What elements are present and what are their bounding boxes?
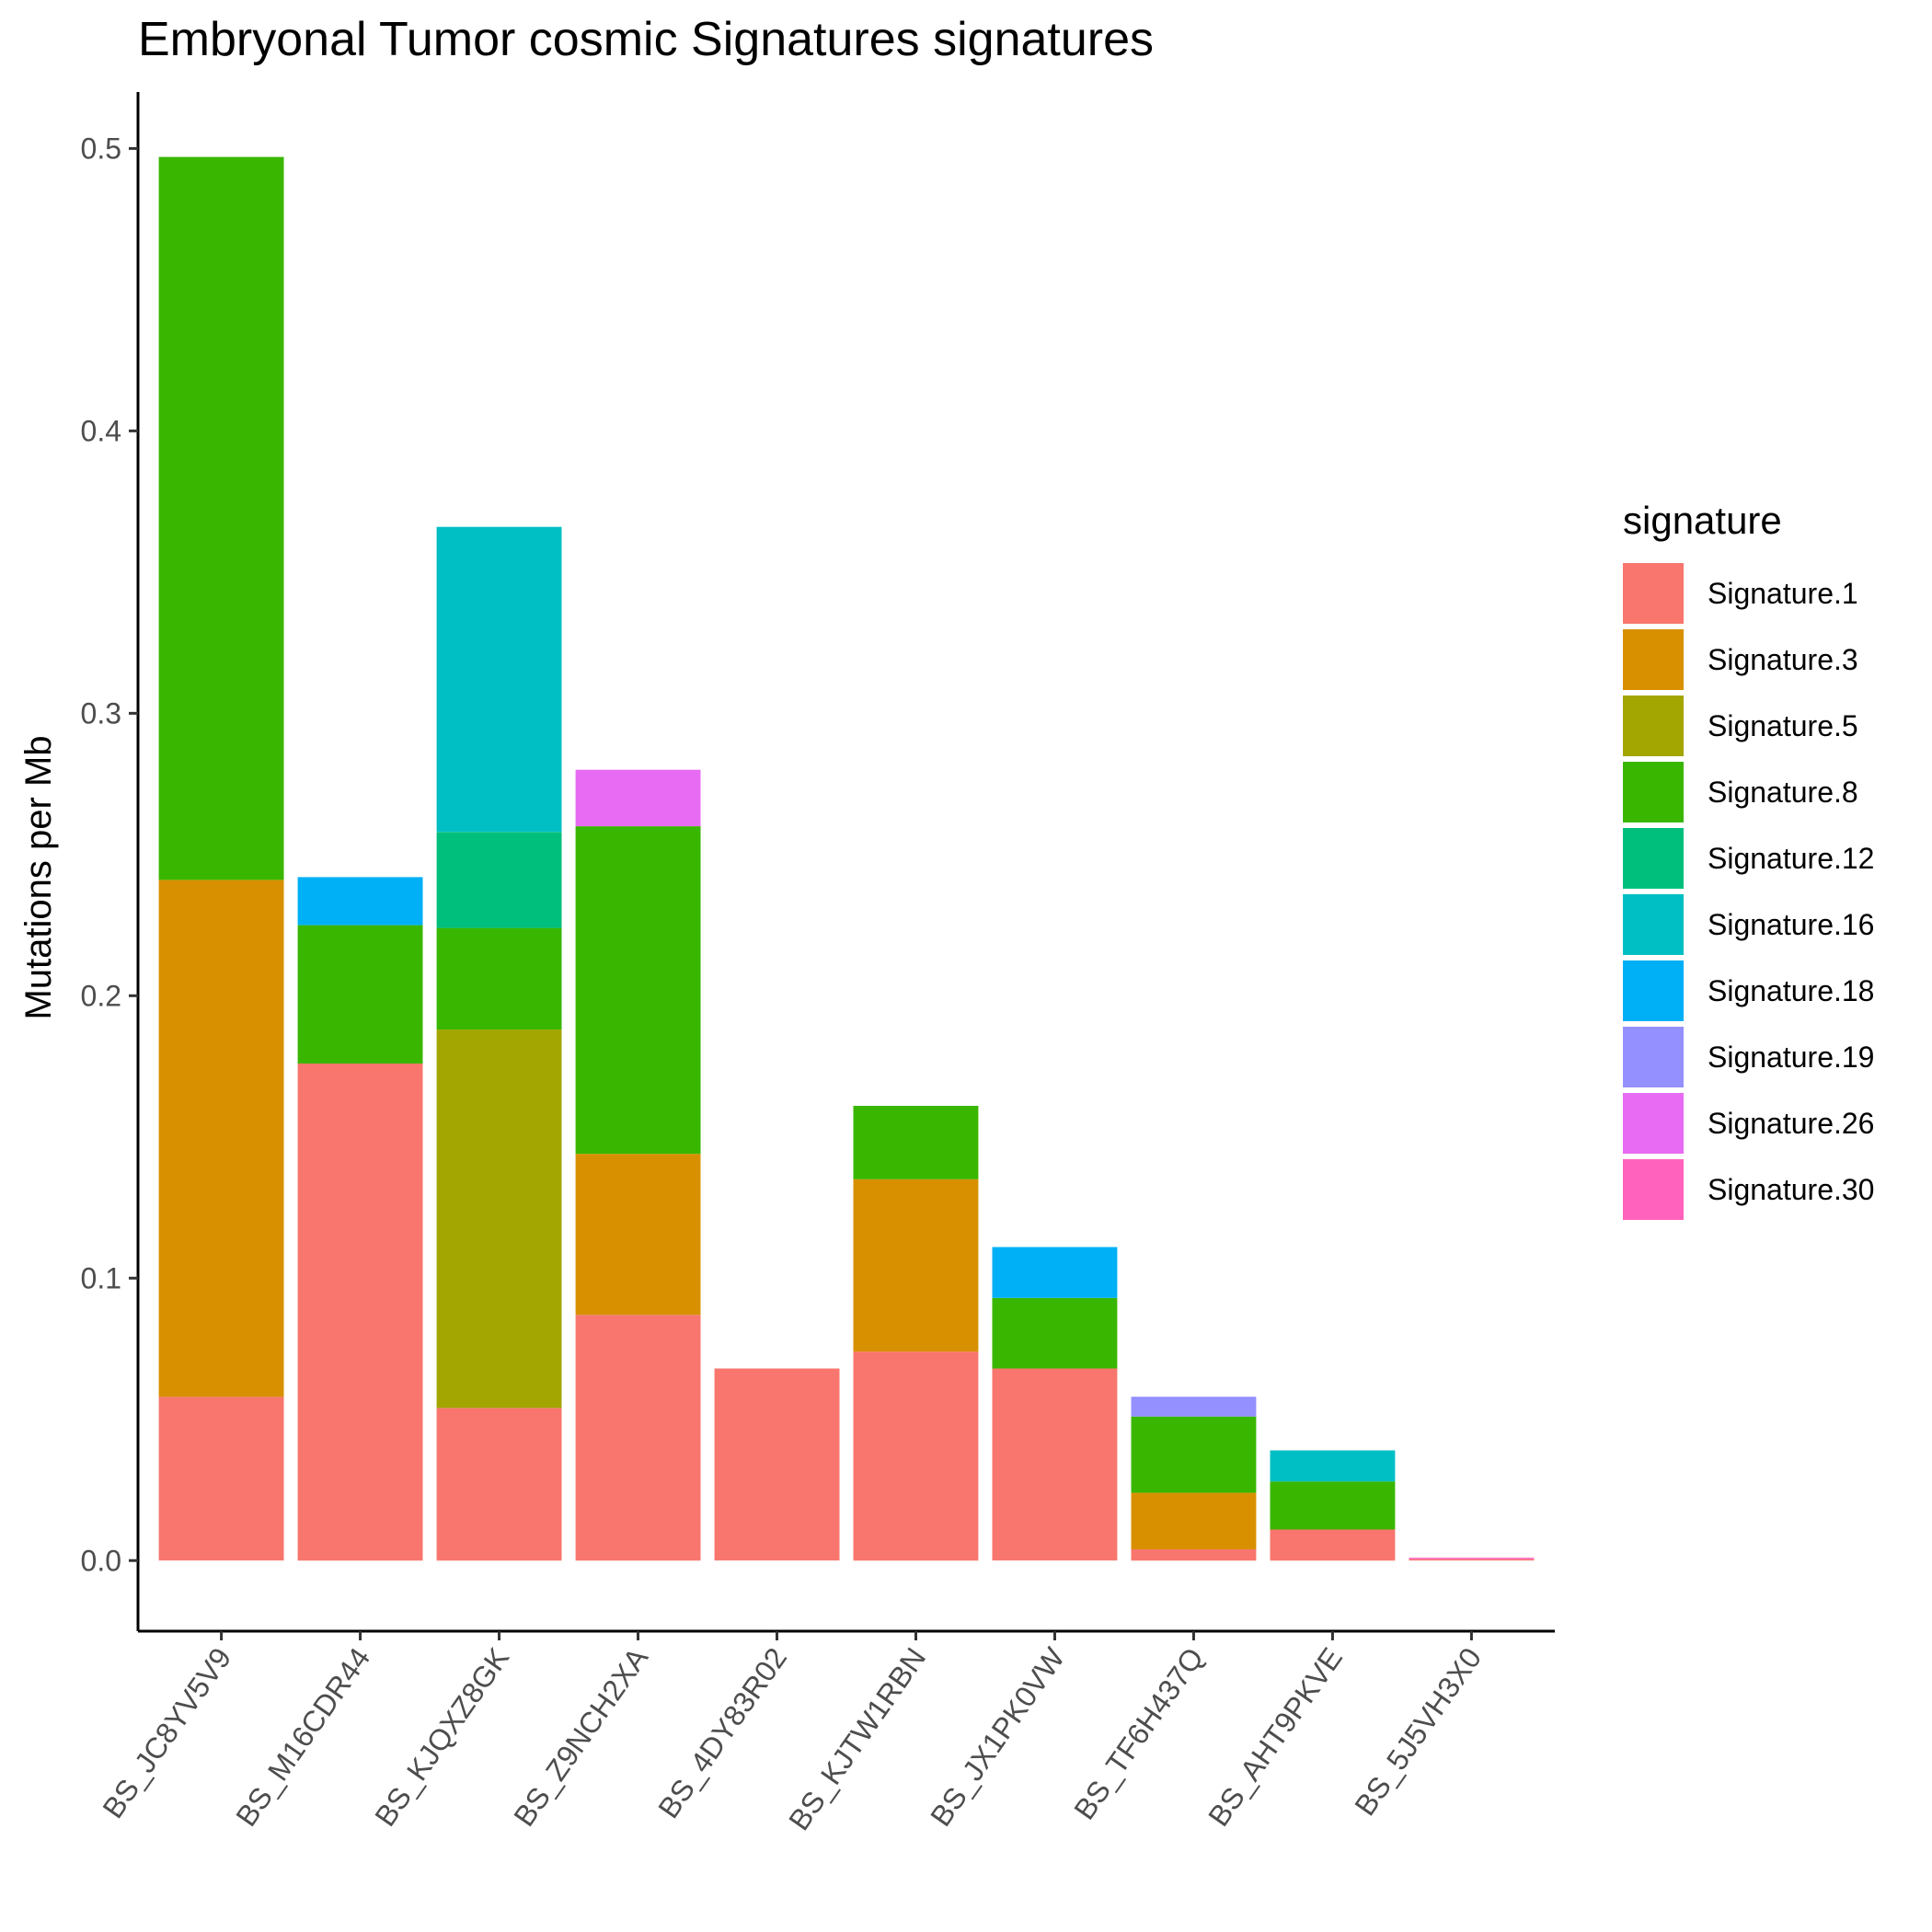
bar-segment — [436, 526, 562, 833]
legend-key — [1623, 828, 1684, 889]
legend-key — [1623, 563, 1684, 624]
bar-segment — [158, 880, 284, 1397]
y-tick-label: 0.2 — [81, 979, 121, 1012]
bar-segment — [575, 1154, 701, 1316]
bar-segment — [1131, 1492, 1257, 1549]
bar-segment — [1270, 1529, 1396, 1561]
bar-segment — [158, 156, 284, 880]
legend-key — [1623, 762, 1684, 822]
bar-segment — [575, 826, 701, 1155]
bar-segment — [853, 1351, 979, 1561]
legend-label: Signature.18 — [1708, 974, 1874, 1007]
y-tick-label: 0.3 — [81, 696, 121, 730]
bar-segment — [436, 927, 562, 1030]
y-tick-label: 0.5 — [81, 132, 121, 165]
legend-label: Signature.30 — [1708, 1173, 1874, 1206]
legend-key — [1623, 629, 1684, 690]
x-tick-label: BS_5J5VH3X0 — [1348, 1641, 1488, 1822]
legend-key — [1623, 1093, 1684, 1154]
x-tick-label: BS_4DY83R02 — [651, 1641, 793, 1823]
bar-segment — [1270, 1450, 1396, 1482]
bar-segment — [1131, 1549, 1257, 1561]
legend-key — [1623, 1159, 1684, 1220]
legend-label: Signature.19 — [1708, 1041, 1874, 1074]
bar-segment — [714, 1368, 840, 1561]
bar-segment — [1131, 1416, 1257, 1493]
x-tick-label: BS_KJQXZ8GK — [368, 1641, 515, 1832]
y-tick-label: 0.1 — [81, 1261, 121, 1294]
y-tick-label: 0.4 — [81, 414, 121, 447]
x-tick-label: BS_M16CDR44 — [229, 1641, 376, 1832]
bar-segment — [992, 1297, 1118, 1369]
legend-key — [1623, 960, 1684, 1021]
bars-group — [158, 156, 1535, 1561]
legend-title: signature — [1623, 499, 1782, 542]
legend-key — [1623, 894, 1684, 955]
x-tick-label: BS_JX1PK0VW — [924, 1641, 1072, 1833]
legend-label: Signature.26 — [1708, 1107, 1874, 1140]
bar-segment — [853, 1106, 979, 1179]
bar-segment — [436, 832, 562, 928]
bar-segment — [1131, 1397, 1257, 1417]
x-tick-label: BS_KJTW1RBN — [782, 1641, 932, 1835]
bar-segment — [992, 1247, 1118, 1298]
legend-label: Signature.8 — [1708, 776, 1858, 809]
x-tick-label: BS_AHT9PKVE — [1202, 1641, 1349, 1832]
bar-segment — [436, 1029, 562, 1409]
y-axis-label: Mutations per Mb — [18, 735, 59, 1019]
legend-key — [1623, 696, 1684, 756]
y-tick-label: 0.0 — [81, 1544, 121, 1577]
bar-segment — [1409, 1558, 1535, 1559]
bar-segment — [992, 1368, 1118, 1561]
bar-segment — [158, 1397, 284, 1561]
bar-segment — [297, 1064, 423, 1561]
bar-segment — [853, 1179, 979, 1352]
legend-label: Signature.16 — [1708, 908, 1874, 941]
bar-segment — [1409, 1558, 1535, 1561]
legend-label: Signature.3 — [1708, 643, 1858, 676]
legend-label: Signature.12 — [1708, 842, 1874, 875]
bar-segment — [575, 1315, 701, 1561]
legend: signature Signature.1 Signature.3 Signatur… — [1623, 499, 1874, 1220]
bar-segment — [575, 769, 701, 827]
legend-label: Signature.1 — [1708, 577, 1858, 610]
x-tick-label: BS_JC8YV5V9 — [96, 1641, 237, 1823]
legend-key — [1623, 1027, 1684, 1087]
legend-label: Signature.5 — [1708, 709, 1858, 742]
bar-segment — [297, 877, 423, 926]
x-tick-label: BS_Z9NCH2XA — [507, 1641, 654, 1833]
bar-segment — [1270, 1481, 1396, 1530]
chart-title: Embryonal Tumor cosmic Signatures signat… — [138, 13, 1154, 66]
bar-segment — [297, 925, 423, 1064]
bar-segment — [436, 1408, 562, 1561]
x-tick-label: BS_TF6H437Q — [1067, 1641, 1210, 1825]
